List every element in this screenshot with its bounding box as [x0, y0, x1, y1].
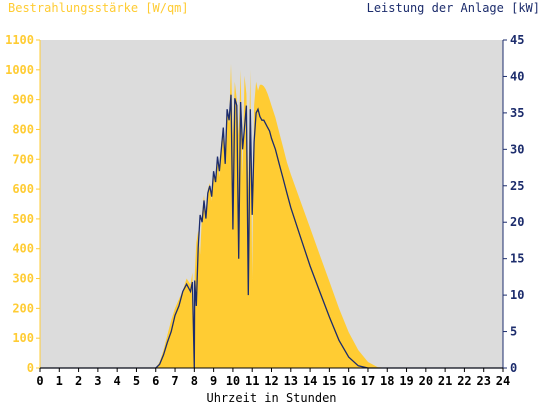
right-tick-label: 40 — [510, 69, 524, 83]
x-tick-label: 0 — [36, 374, 43, 388]
x-tick-label: 4 — [114, 374, 121, 388]
left-tick-label: 1100 — [5, 33, 34, 47]
right-tick-label: 10 — [510, 288, 524, 302]
ticks-layer: 0100200300400500600700800900100011000510… — [5, 33, 524, 388]
x-tick-label: 2 — [75, 374, 82, 388]
left-tick-label: 400 — [12, 242, 34, 256]
right-tick-label: 35 — [510, 106, 524, 120]
x-tick-label: 3 — [94, 374, 101, 388]
left-tick-label: 600 — [12, 182, 34, 196]
x-tick-label: 8 — [191, 374, 198, 388]
x-tick-label: 5 — [133, 374, 140, 388]
x-tick-label: 15 — [322, 374, 336, 388]
x-tick-label: 19 — [399, 374, 413, 388]
x-tick-label: 6 — [152, 374, 159, 388]
x-tick-label: 12 — [264, 374, 278, 388]
left-tick-label: 200 — [12, 301, 34, 315]
right-tick-label: 5 — [510, 325, 517, 339]
x-tick-label: 21 — [438, 374, 452, 388]
left-tick-label: 100 — [12, 331, 34, 345]
right-tick-label: 15 — [510, 252, 524, 266]
left-tick-label: 900 — [12, 93, 34, 107]
right-tick-label: 25 — [510, 179, 524, 193]
right-tick-label: 30 — [510, 142, 524, 156]
x-tick-label: 22 — [457, 374, 471, 388]
x-tick-label: 13 — [284, 374, 298, 388]
left-tick-label: 500 — [12, 212, 34, 226]
right-tick-label: 20 — [510, 215, 524, 229]
left-tick-label: 800 — [12, 122, 34, 136]
x-tick-label: 20 — [419, 374, 433, 388]
x-tick-label: 16 — [341, 374, 355, 388]
x-tick-label: 9 — [210, 374, 217, 388]
left-tick-label: 0 — [27, 361, 34, 375]
left-axis-title: Bestrahlungsstärke [W/qm] — [8, 1, 189, 15]
right-tick-label: 0 — [510, 361, 517, 375]
left-tick-label: 700 — [12, 152, 34, 166]
left-tick-label: 1000 — [5, 63, 34, 77]
right-tick-label: 45 — [510, 33, 524, 47]
x-tick-label: 24 — [496, 374, 510, 388]
x-tick-label: 14 — [303, 374, 317, 388]
x-tick-label: 18 — [380, 374, 394, 388]
x-tick-label: 10 — [226, 374, 240, 388]
left-tick-label: 300 — [12, 272, 34, 286]
x-tick-label: 7 — [171, 374, 178, 388]
irradiance-area — [40, 63, 503, 369]
right-axis-title: Leistung der Anlage [kW] — [367, 1, 540, 15]
x-tick-label: 23 — [476, 374, 490, 388]
x-tick-label: 17 — [361, 374, 375, 388]
x-tick-label: 11 — [245, 374, 259, 388]
x-axis-title: Uhrzeit in Stunden — [206, 391, 336, 405]
x-tick-label: 1 — [56, 374, 63, 388]
